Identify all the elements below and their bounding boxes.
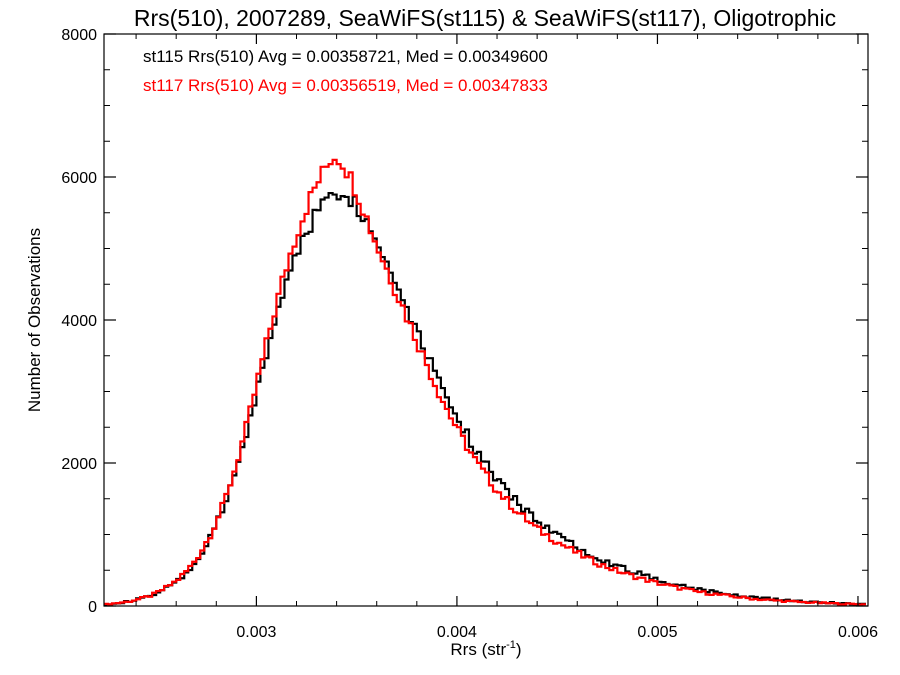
y-tick-label: 0 xyxy=(88,599,97,616)
y-tick-label: 4000 xyxy=(61,313,97,330)
x-axis-label-superscript: -1 xyxy=(506,639,516,651)
y-axis-label: Number of Observations xyxy=(25,228,44,412)
x-axis-label-main: Rrs (str xyxy=(450,640,506,659)
x-axis-label-close: ) xyxy=(516,640,522,659)
ticks-layer: 0.003 0.004 0.005 0.006 0 2000 4000 6000 8000 xyxy=(61,27,878,641)
x-tick-label: 0.003 xyxy=(236,624,276,641)
series-layer xyxy=(104,158,866,606)
y-tick-label: 6000 xyxy=(61,170,97,187)
series-line-st117 xyxy=(104,158,866,606)
chart-title: Rrs(510), 2007289, SeaWiFS(st115) & SeaW… xyxy=(134,5,836,31)
annotation-st115: st115 Rrs(510) Avg = 0.00358721, Med = 0… xyxy=(143,47,548,66)
y-tick-label: 2000 xyxy=(61,456,97,473)
x-axis-label: Rrs (str-1) xyxy=(450,639,521,659)
x-tick-label: 0.006 xyxy=(838,624,878,641)
x-tick-label: 0.004 xyxy=(437,624,477,641)
annotation-st117: st117 Rrs(510) Avg = 0.00356519, Med = 0… xyxy=(143,76,548,95)
y-tick-label: 8000 xyxy=(61,27,97,44)
x-tick-label: 0.005 xyxy=(637,624,677,641)
